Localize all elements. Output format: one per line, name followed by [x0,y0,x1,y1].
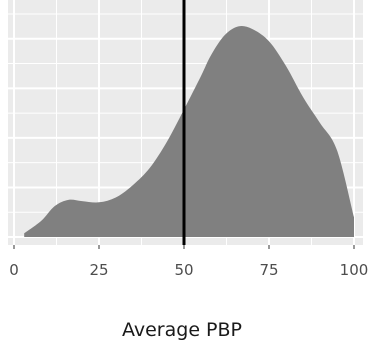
x-tick-label: 50 [174,261,193,279]
x-axis-title: Average PBP [122,319,242,341]
x-tick-label: 0 [9,261,19,279]
x-tick-label: 100 [340,261,369,279]
x-axis: 0 25 50 75 100 [9,245,368,279]
x-tick-label: 25 [89,261,108,279]
density-area [24,25,354,237]
x-tick-label: 75 [259,261,278,279]
